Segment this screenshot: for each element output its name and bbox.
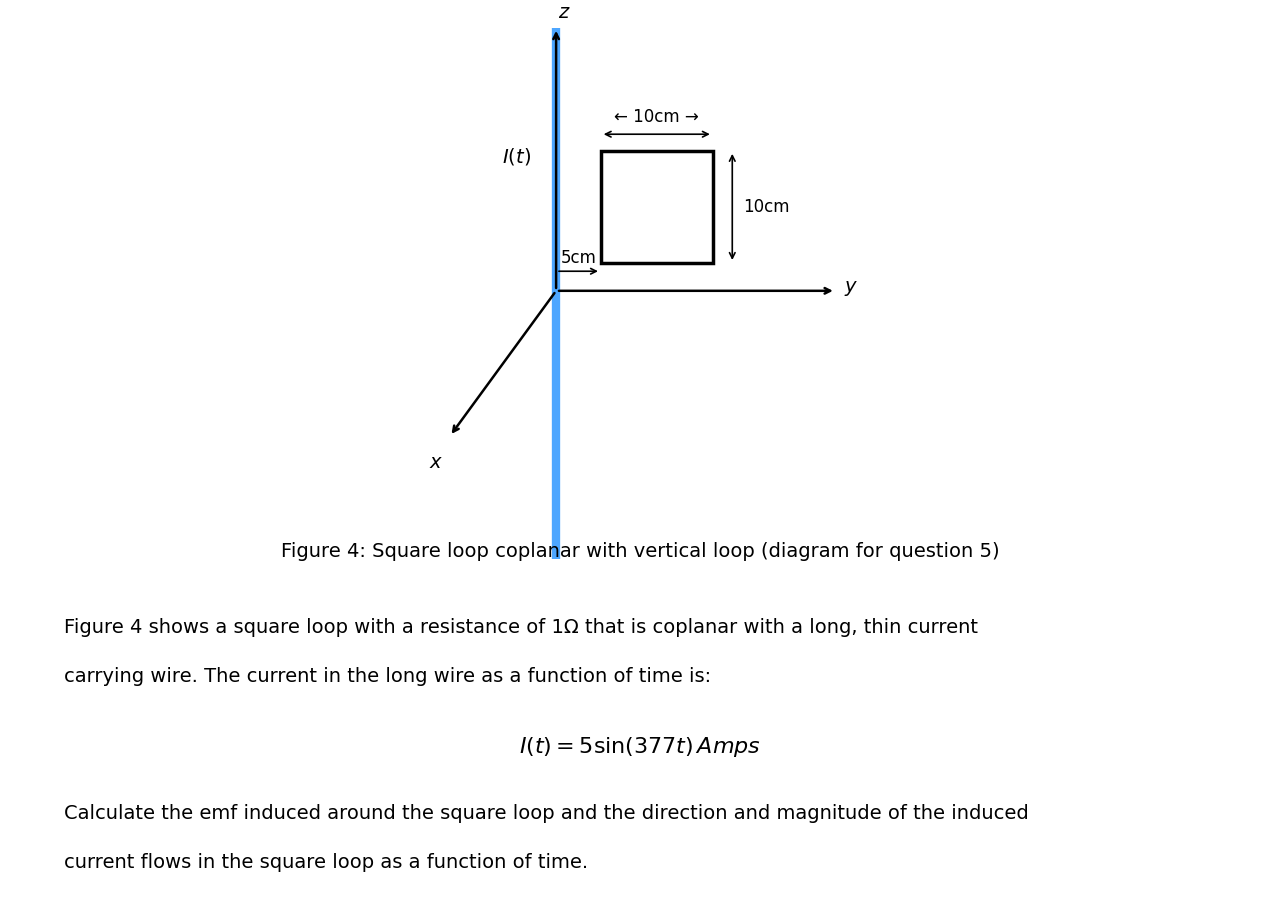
- Text: Figure 4 shows a square loop with a resistance of 1Ω that is coplanar with a lon: Figure 4 shows a square loop with a resi…: [64, 618, 978, 637]
- Text: ← 10cm →: ← 10cm →: [614, 108, 699, 125]
- Text: $I(t)$: $I(t)$: [502, 146, 531, 167]
- Text: $z$: $z$: [558, 4, 571, 23]
- Text: 5cm: 5cm: [561, 249, 596, 267]
- Text: Figure 4: Square loop coplanar with vertical loop (diagram for question 5): Figure 4: Square loop coplanar with vert…: [280, 542, 1000, 561]
- Text: $x$: $x$: [429, 453, 443, 472]
- Text: carrying wire. The current in the long wire as a function of time is:: carrying wire. The current in the long w…: [64, 667, 712, 686]
- Text: 10cm: 10cm: [744, 198, 790, 216]
- Text: current flows in the square loop as a function of time.: current flows in the square loop as a fu…: [64, 852, 588, 871]
- Bar: [600, 151, 713, 262]
- Text: Calculate the emf induced around the square loop and the direction and magnitude: Calculate the emf induced around the squ…: [64, 804, 1029, 823]
- Text: $I(t) = 5\sin(377t)\,Amps$: $I(t) = 5\sin(377t)\,Amps$: [518, 735, 762, 759]
- Text: $y$: $y$: [844, 279, 859, 298]
